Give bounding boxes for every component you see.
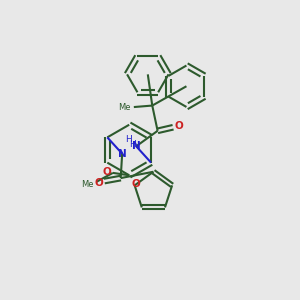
Text: H: H bbox=[129, 140, 136, 149]
Text: Me: Me bbox=[118, 103, 131, 112]
Text: N: N bbox=[118, 149, 127, 159]
Text: O: O bbox=[103, 167, 111, 177]
Text: H: H bbox=[126, 135, 132, 144]
Text: O: O bbox=[94, 178, 103, 188]
Text: O: O bbox=[174, 121, 183, 131]
Text: O: O bbox=[132, 179, 140, 189]
Text: Me: Me bbox=[82, 180, 94, 189]
Text: N: N bbox=[132, 141, 141, 151]
